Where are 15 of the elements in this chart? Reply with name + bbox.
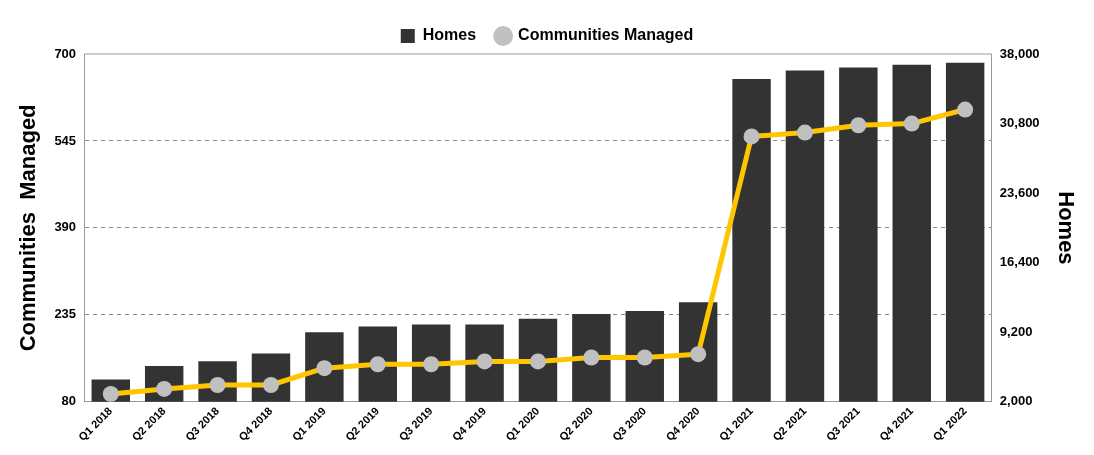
y2-tick-label: 2,000 <box>999 393 1033 409</box>
legend-label: Homes <box>422 26 477 44</box>
y2-tick-label: 30,800 <box>999 115 1040 131</box>
y2-tick-label: 38,000 <box>999 45 1040 61</box>
y-axis-title: Communities Managed <box>15 104 41 352</box>
y-tick-label: 235 <box>54 306 77 322</box>
y-tick-label: 700 <box>54 45 77 61</box>
y2-tick-label: 16,400 <box>999 254 1040 270</box>
legend-label: Communities Managed <box>518 26 694 44</box>
y-tick-label: 80 <box>61 393 77 409</box>
y-tick-label: 390 <box>54 219 77 235</box>
y2-tick-label: 9,200 <box>999 323 1033 339</box>
y2-axis-title: Homes <box>1053 191 1079 265</box>
y2-tick-label: 23,600 <box>999 184 1040 200</box>
y-tick-label: 545 <box>54 132 77 148</box>
